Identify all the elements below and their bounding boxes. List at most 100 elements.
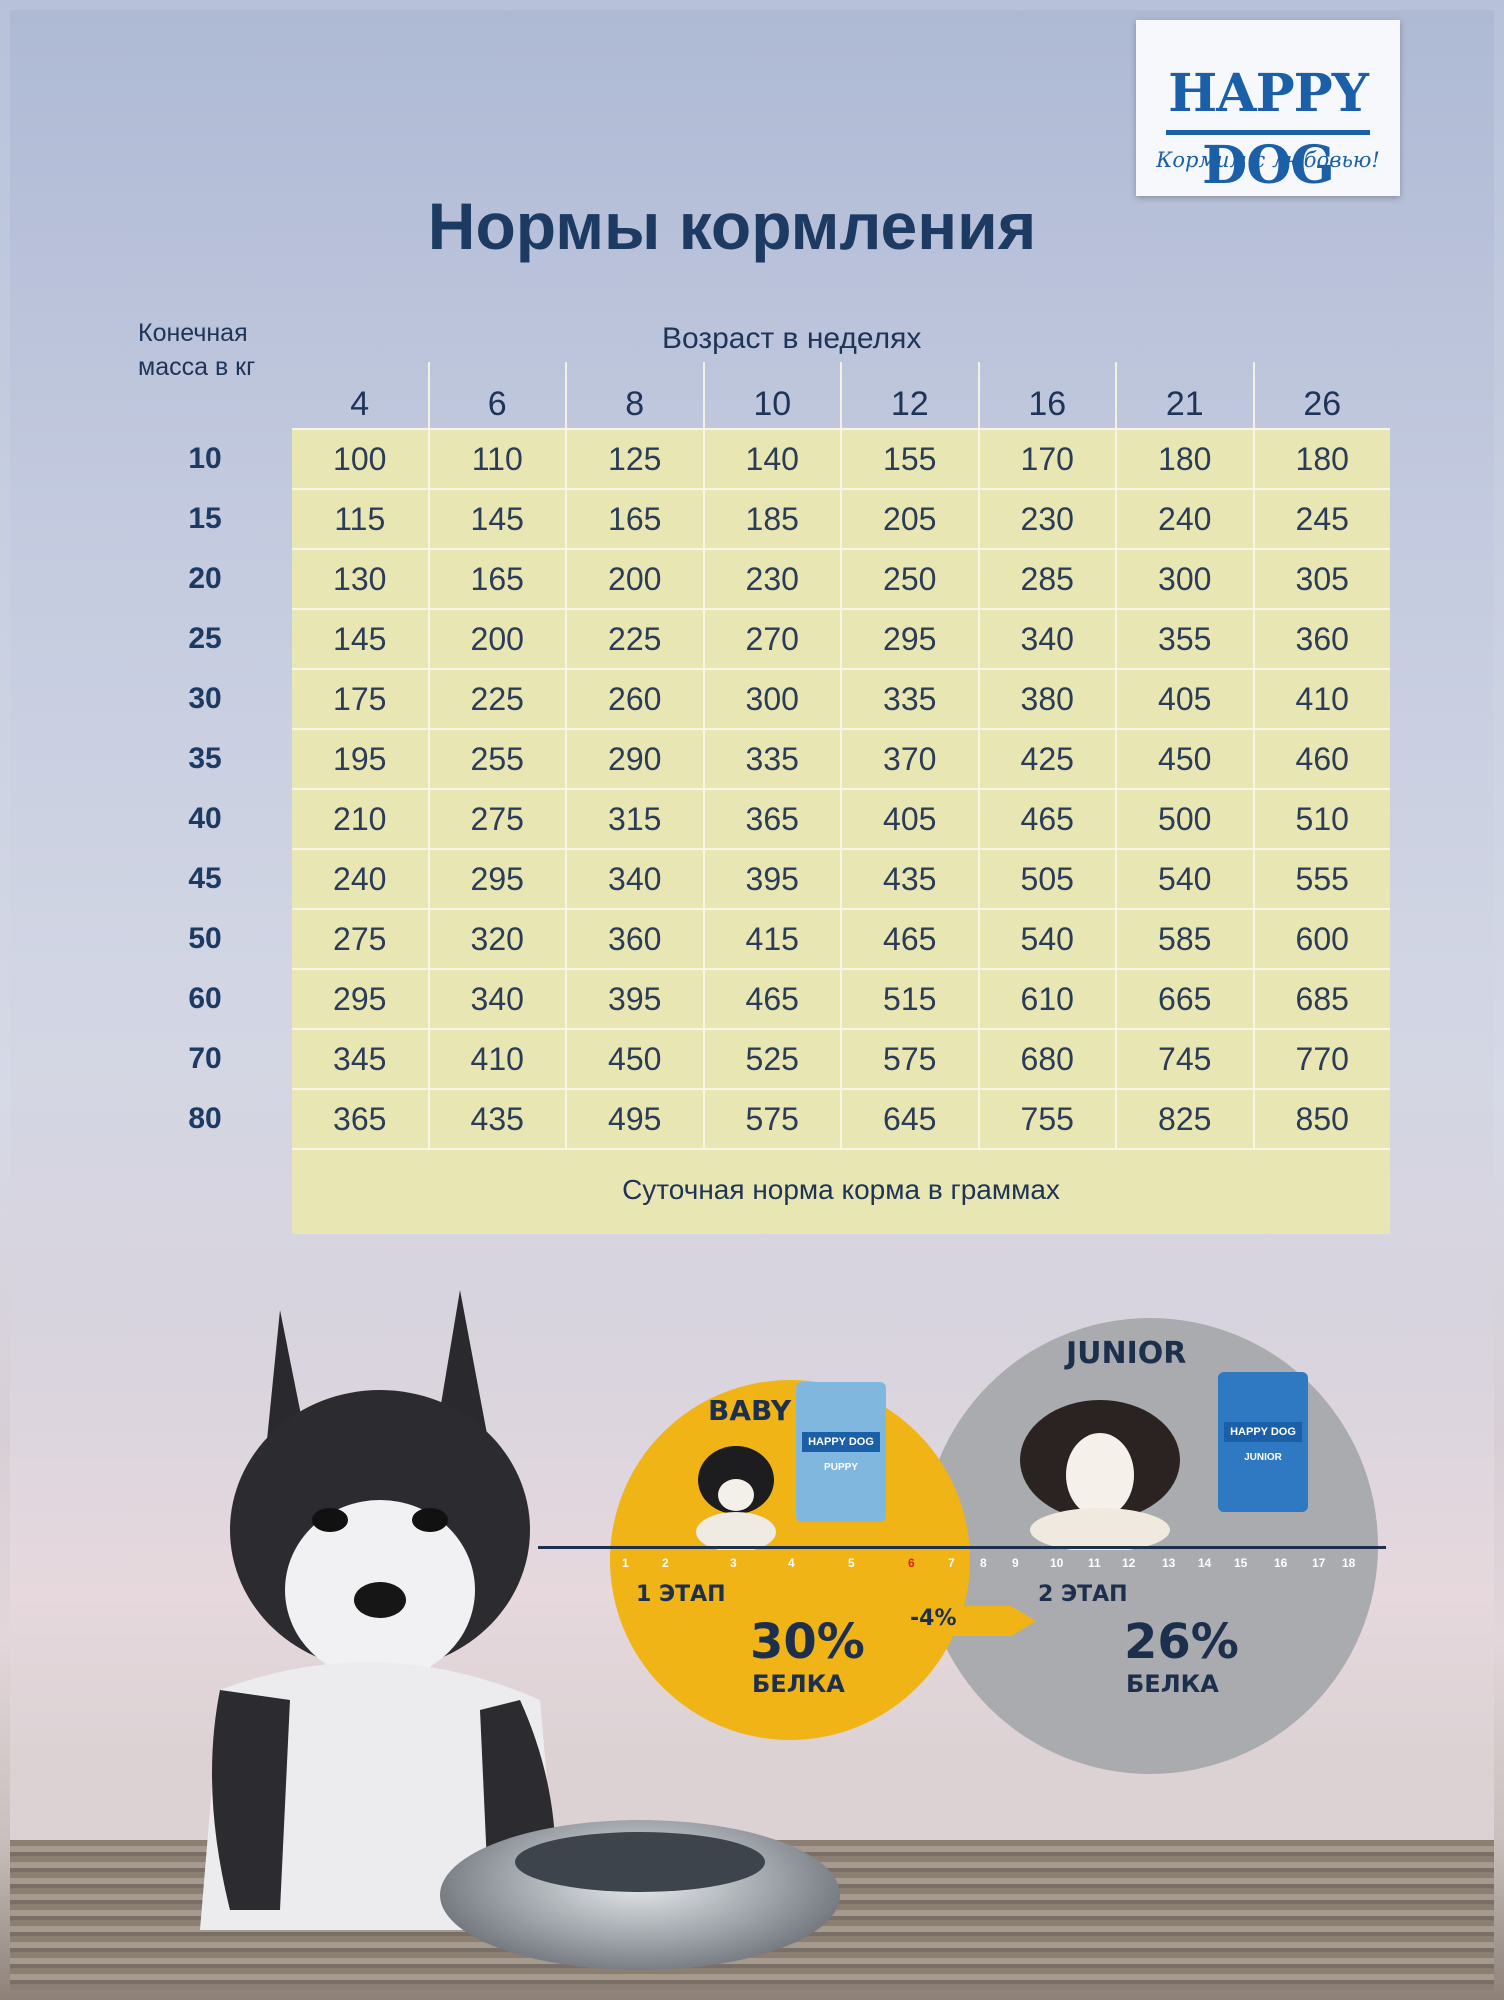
table-cell: 305 — [1252, 550, 1391, 608]
page-title: Нормы кормления — [427, 189, 1037, 263]
week-header-cell: 8 — [565, 362, 703, 428]
month-tick: 4 — [788, 1556, 795, 1570]
week-header-cell: 10 — [702, 362, 841, 428]
weight-label: 15 — [188, 502, 222, 535]
table-cell: 300 — [702, 670, 841, 728]
table-cell: 260 — [565, 670, 703, 728]
table-cell: 850 — [1252, 1090, 1391, 1148]
table-cell: 275 — [427, 790, 566, 848]
stage2-label: 2 ЭТАП — [1038, 1582, 1128, 1607]
table-cell: 230 — [702, 550, 841, 608]
month-tick: 17 — [1312, 1556, 1326, 1570]
month-tick: 2 — [662, 1556, 669, 1570]
table-cell: 435 — [427, 1090, 566, 1148]
table-row: 195 255 290 335 370 425 450 460 — [292, 728, 1390, 788]
table-cell: 245 — [1252, 490, 1391, 548]
table-row: 365 435 495 575 645 755 825 850 — [292, 1088, 1390, 1148]
table-cell: 365 — [333, 1101, 387, 1137]
table-cell: 405 — [1115, 670, 1253, 728]
table-cell: 575 — [840, 1030, 978, 1088]
table-row: 295 340 395 465 515 610 665 685 — [292, 968, 1390, 1028]
table-cell: 680 — [977, 1030, 1116, 1088]
puppy-food-pack: HAPPY DOG PUPPY — [796, 1382, 886, 1522]
junior-label: JUNIOR — [1066, 1336, 1187, 1371]
table-cell: 300 — [1115, 550, 1253, 608]
table-row: 240 295 340 395 435 505 540 555 — [292, 848, 1390, 908]
month-tick: 11 — [1088, 1556, 1101, 1570]
table-cell: 335 — [840, 670, 978, 728]
baby-protein-label: БЕЛКА — [752, 1670, 845, 1698]
weight-label: 20 — [188, 562, 222, 595]
month-tick: 1 — [622, 1556, 629, 1570]
table-cell: 415 — [702, 910, 841, 968]
table-cell: 495 — [565, 1090, 703, 1148]
pack-type: PUPPY — [824, 1462, 858, 1473]
table-cell: 525 — [702, 1030, 841, 1088]
weight-label: 35 — [188, 742, 222, 775]
baby-label: BABY — [708, 1394, 792, 1427]
mass-label-text: Конечная масса в кг — [138, 319, 256, 381]
table-cell: 230 — [977, 490, 1116, 548]
table-row: 145 200 225 270 295 340 355 360 — [292, 608, 1390, 668]
table-cell: 140 — [702, 430, 841, 488]
table-cell: 395 — [565, 970, 703, 1028]
table-cell: 755 — [977, 1090, 1116, 1148]
table-cell: 185 — [702, 490, 841, 548]
table-cell: 295 — [333, 981, 387, 1017]
table-cell: 340 — [427, 970, 566, 1028]
table-cell: 540 — [1115, 850, 1253, 908]
table-cell: 555 — [1252, 850, 1391, 908]
table-cell: 360 — [565, 910, 703, 968]
table-cell: 500 — [1115, 790, 1253, 848]
week-header-cell: 21 — [1115, 362, 1253, 428]
month-tick: 13 — [1162, 1556, 1176, 1570]
table-cell: 240 — [333, 861, 387, 897]
table-cell: 335 — [702, 730, 841, 788]
table-rows: 100 110 125 140 155 170 180 180 115 145 165 185 205 2… — [292, 428, 1390, 1148]
table-footer: Суточная норма корма в граммах — [292, 1148, 1390, 1234]
week-header-row: 4 6 8 10 12 16 21 26 — [292, 362, 1390, 428]
table-cell: 315 — [565, 790, 703, 848]
table-cell: 320 — [427, 910, 566, 968]
table-cell: 825 — [1115, 1090, 1253, 1148]
month-tick: 14 — [1198, 1556, 1212, 1570]
table-cell: 270 — [702, 610, 841, 668]
table-cell: 110 — [427, 430, 566, 488]
weight-label: 25 — [188, 622, 222, 655]
month-tick: 10 — [1050, 1556, 1064, 1570]
junior-dog-image — [1020, 1400, 1180, 1550]
weight-label: 10 — [188, 442, 222, 475]
weight-label: 50 — [188, 922, 222, 955]
table-row: 175 225 260 300 335 380 405 410 — [292, 668, 1390, 728]
table-cell: 540 — [977, 910, 1116, 968]
age-axis-label: Возраст в неделях — [662, 322, 922, 355]
week-header-cell: 4 — [350, 385, 370, 423]
table-cell: 255 — [427, 730, 566, 788]
table-cell: 340 — [977, 610, 1116, 668]
month-tick: 6 — [908, 1556, 915, 1570]
table-cell: 425 — [977, 730, 1116, 788]
table-cell: 345 — [333, 1041, 387, 1077]
table-cell: 585 — [1115, 910, 1253, 968]
table-row: 130 165 200 230 250 285 300 305 — [292, 548, 1390, 608]
weight-label: 45 — [188, 862, 222, 895]
table-cell: 510 — [1252, 790, 1391, 848]
weight-label: 30 — [188, 682, 222, 715]
baby-circle — [610, 1380, 970, 1740]
brand-logo: HAPPY DOG Кормим с любовью! — [1136, 20, 1400, 196]
month-tick: 3 — [730, 1556, 737, 1570]
table-cell: 125 — [565, 430, 703, 488]
pack-brand: HAPPY DOG — [802, 1432, 880, 1452]
table-cell: 115 — [334, 501, 386, 537]
brand-name: HAPPY DOG — [1166, 58, 1370, 196]
protein-diff: -4% — [910, 1606, 957, 1631]
table-cell: 295 — [840, 610, 978, 668]
table-cell: 205 — [840, 490, 978, 548]
table-cell: 355 — [1115, 610, 1253, 668]
month-tick: 9 — [1012, 1556, 1019, 1570]
table-cell: 365 — [702, 790, 841, 848]
table-cell: 165 — [427, 550, 566, 608]
table-cell: 210 — [333, 801, 387, 837]
week-header-cell: 26 — [1252, 362, 1391, 428]
table-cell: 610 — [977, 970, 1116, 1028]
